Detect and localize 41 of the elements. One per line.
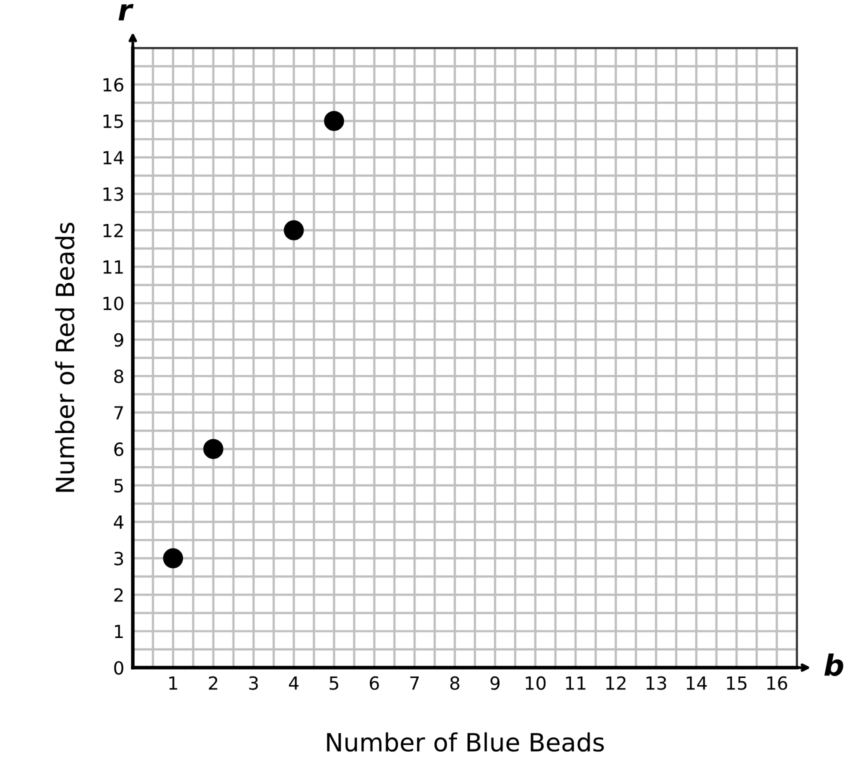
x-tick-label: 9 bbox=[490, 676, 500, 690]
y-tick-label: 3 bbox=[114, 552, 124, 566]
y-axis-title: Number of Red Beads bbox=[55, 222, 74, 492]
point bbox=[203, 438, 224, 459]
x-tick-label: 15 bbox=[727, 676, 746, 690]
y-tick-label: 1 bbox=[114, 624, 123, 638]
x-tick-label: 11 bbox=[566, 676, 586, 690]
point bbox=[324, 110, 344, 131]
point bbox=[163, 548, 184, 568]
x-tick-label: 2 bbox=[208, 676, 218, 690]
y-tick-label: 12 bbox=[103, 224, 123, 238]
x-tick-label: 8 bbox=[450, 676, 460, 690]
x-tick-label: 5 bbox=[330, 676, 338, 690]
y-tick-label: 11 bbox=[103, 260, 123, 274]
y-tick-label: 10 bbox=[103, 296, 124, 310]
y-tick-label: 7 bbox=[114, 406, 123, 420]
x-tick-label: 4 bbox=[288, 676, 299, 690]
x-axis-title: Number of Blue Beads bbox=[327, 732, 604, 752]
y-tick-label: 0 bbox=[114, 661, 124, 675]
text: b bbox=[824, 654, 844, 676]
y-tick-label: 4 bbox=[114, 516, 124, 529]
x-tick-label: 7 bbox=[410, 676, 419, 690]
x-tick-label: 14 bbox=[686, 676, 707, 690]
x-tick-label: 16 bbox=[767, 676, 788, 690]
y-tick-label: 13 bbox=[103, 187, 124, 201]
x-tick-label: 3 bbox=[249, 676, 258, 690]
y-tick-label: 14 bbox=[103, 151, 124, 164]
y-tick-label: 15 bbox=[103, 114, 123, 128]
x-tick-label: 12 bbox=[606, 676, 626, 690]
text: r bbox=[118, 4, 134, 20]
x-tick-label: 6 bbox=[370, 676, 379, 690]
x-tick-label: 1 bbox=[169, 676, 178, 690]
y-tick-label: 6 bbox=[114, 442, 124, 456]
x-tick-label: 10 bbox=[526, 676, 546, 690]
y-tick-label: 5 bbox=[114, 479, 123, 493]
y-tick-label: 9 bbox=[114, 333, 124, 347]
point bbox=[284, 220, 304, 240]
y-tick-label: 16 bbox=[103, 78, 124, 92]
y-tick-label: 2 bbox=[114, 588, 123, 602]
y-tick-label: 8 bbox=[114, 370, 124, 384]
x-tick-label: 13 bbox=[646, 676, 666, 690]
